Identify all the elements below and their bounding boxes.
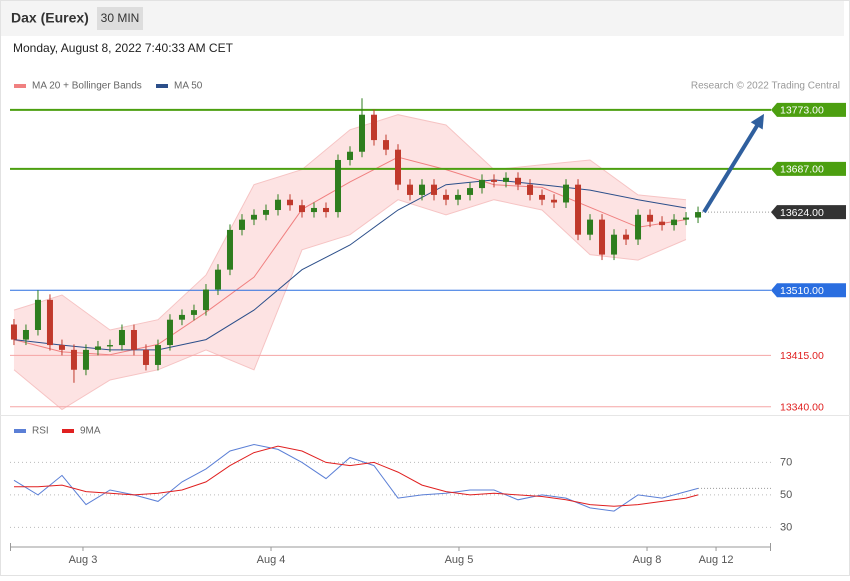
price-level-label: 13415.00 — [780, 350, 824, 362]
candle-body — [539, 194, 546, 200]
candle-body — [527, 184, 534, 195]
y-tick-label: 70 — [780, 456, 792, 468]
x-tick-label: Aug 12 — [699, 554, 734, 566]
candle-body — [382, 140, 389, 150]
candle-body — [274, 199, 281, 211]
bollinger-lower — [13, 199, 687, 411]
candle-body — [58, 345, 65, 350]
candle-body — [695, 212, 702, 218]
candle-body — [94, 346, 101, 350]
rsi-line — [14, 445, 699, 507]
candle-body — [431, 184, 438, 195]
price-tag-label: 13510.00 — [780, 285, 824, 297]
candle-body — [70, 349, 77, 370]
x-tick-label: Aug 4 — [257, 554, 286, 566]
candle-body — [659, 221, 666, 226]
chart-title: Dax (Eurex) — [11, 10, 89, 26]
candle-body — [154, 345, 161, 365]
candle-body — [322, 207, 329, 213]
legend-ma20: MA 20 + Bollinger Bands — [32, 81, 142, 92]
candle-body — [190, 310, 197, 315]
candle-body — [407, 184, 414, 195]
candle-body — [346, 151, 353, 160]
candle-body — [82, 349, 89, 370]
candle-body — [46, 299, 53, 346]
x-tick-label: Aug 8 — [633, 554, 662, 566]
candle-body — [599, 219, 606, 255]
candle-body — [455, 194, 462, 200]
candle-body — [575, 184, 582, 235]
x-tick-label: Aug 3 — [69, 554, 98, 566]
candle-body — [467, 188, 474, 195]
candle-body — [647, 214, 654, 222]
ma20-line — [13, 156, 687, 356]
timeframe-tab[interactable] — [97, 7, 143, 30]
candle-body — [214, 269, 221, 290]
legend-9ma: 9MA — [80, 426, 101, 437]
source: Research © 2022 Trading Central — [691, 81, 840, 92]
candle-body — [142, 349, 149, 365]
legend-rsi: RSI — [32, 426, 49, 437]
price-tag — [771, 205, 846, 220]
candle-body — [202, 289, 209, 311]
candle-body — [118, 329, 125, 346]
candle-body — [563, 184, 570, 203]
y-tick-label: 30 — [780, 521, 792, 533]
legend-ma20-swatch — [14, 84, 26, 88]
candle-body — [635, 214, 642, 240]
legend-rsi-swatch — [14, 429, 26, 433]
price-level-label: 13340.00 — [780, 402, 824, 414]
price-tag-label: 13773.00 — [780, 105, 824, 117]
candle-body — [310, 207, 317, 213]
candle-body — [443, 194, 450, 200]
candle-body — [395, 149, 402, 185]
forecast-arrowhead — [750, 113, 764, 130]
candle-body — [515, 177, 522, 185]
forecast-arrow — [702, 119, 762, 214]
candle-body — [178, 314, 185, 320]
candle-body — [238, 219, 245, 230]
candle-body — [34, 299, 41, 330]
candle-body — [250, 214, 257, 220]
candle-body — [479, 179, 486, 189]
candle-body — [298, 205, 305, 213]
candle-body — [106, 345, 113, 347]
candle-body — [503, 177, 510, 182]
price-tag-label: 13624.00 — [780, 207, 824, 219]
candle-body — [166, 319, 173, 346]
price-tag — [771, 161, 846, 176]
ma50-line — [13, 179, 687, 351]
candle-body — [419, 184, 426, 195]
candle-body — [334, 159, 341, 213]
legend-ma50: MA 50 — [174, 81, 203, 92]
candle-body — [370, 114, 377, 141]
candle-body — [262, 210, 269, 215]
candle-body — [623, 234, 630, 240]
bollinger-upper — [13, 114, 687, 331]
candle-body — [671, 219, 678, 226]
candle-body — [10, 324, 17, 340]
candle-body — [22, 329, 29, 340]
x-tick-label: Aug 5 — [445, 554, 474, 566]
candle-body — [551, 199, 558, 203]
candle-body — [683, 217, 690, 220]
price-tag — [771, 102, 846, 117]
subtitle: Monday, August 8, 2022 7:40:33 AM CET — [13, 41, 234, 55]
candle-body — [286, 199, 293, 206]
candle-body — [611, 234, 618, 255]
candle-body — [358, 114, 365, 152]
legend-9ma-swatch — [62, 429, 74, 433]
candle-body — [226, 229, 233, 270]
price-tag — [771, 283, 846, 298]
timeframe[interactable]: 30 MIN — [101, 11, 140, 25]
legend-ma50-swatch — [156, 84, 168, 88]
candle-body — [491, 179, 498, 182]
rsi-line — [13, 443, 699, 512]
candle-body — [130, 329, 137, 350]
candle-body — [587, 219, 594, 235]
price-tag-label: 13687.00 — [780, 164, 824, 176]
y-tick-label: 50 — [780, 489, 792, 501]
